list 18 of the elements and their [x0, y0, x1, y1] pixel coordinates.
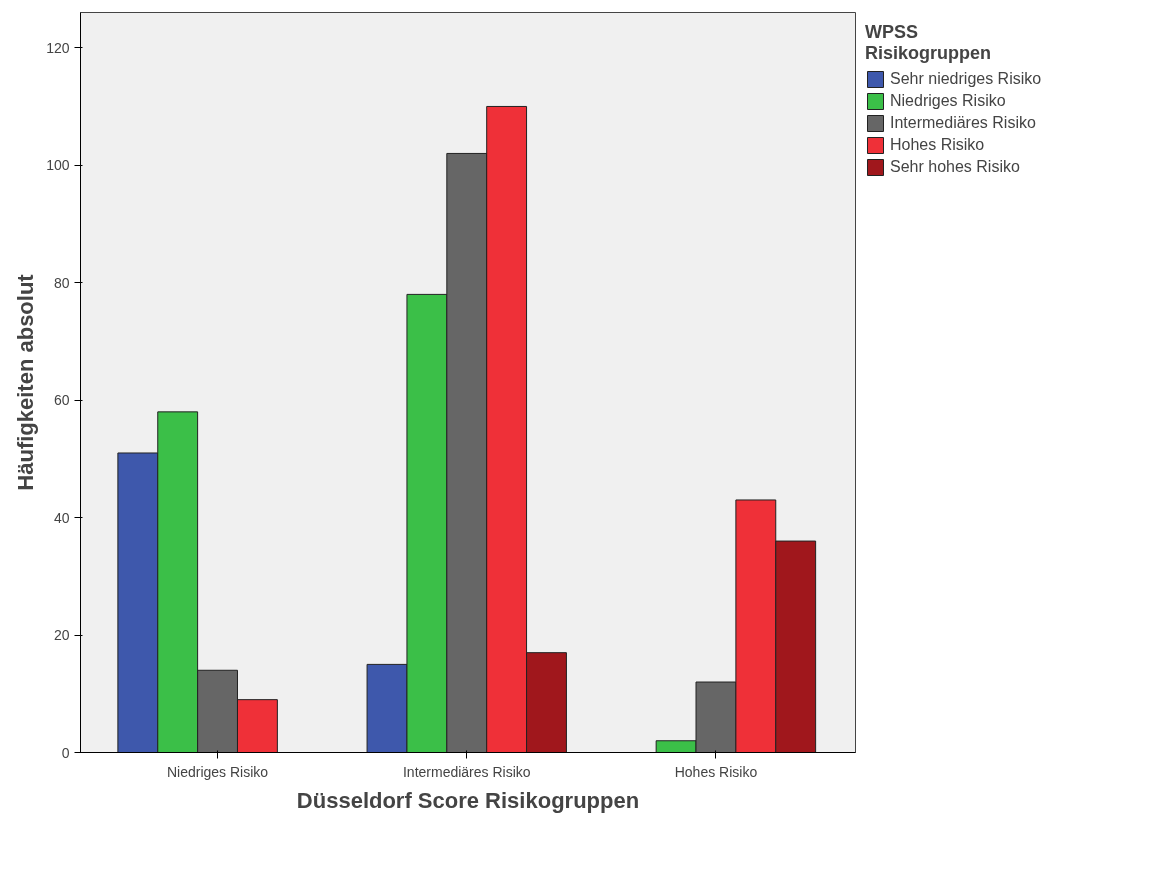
legend-label: Intermediäres Risiko [890, 114, 1036, 132]
y-tick-label: 20 [53, 627, 70, 644]
y-tick-label: 100 [46, 157, 70, 174]
y-tick-label: 120 [46, 39, 70, 56]
x-tick-label: Intermediäres Risiko [402, 763, 531, 780]
y-tick-label: 60 [53, 392, 70, 409]
legend-label: Sehr niedriges Risiko [890, 70, 1042, 88]
x-axis-title: Düsseldorf Score Risikogruppen [296, 787, 640, 813]
x-tick-label: Hohes Risiko [674, 763, 758, 780]
y-axis-title: Häufigkeiten absolut [13, 273, 39, 491]
y-tick-label: 40 [53, 509, 70, 526]
x-tick-label: Niedriges Risiko [166, 763, 269, 780]
legend-title: WPSS Risikogruppen [865, 22, 992, 64]
y-tick-label: 0 [61, 744, 70, 761]
y-tick-label: 80 [53, 274, 70, 291]
legend-label: Niedriges Risiko [890, 92, 1006, 110]
legend-label: Sehr hohes Risiko [890, 158, 1020, 176]
legend-label: Hohes Risiko [890, 136, 985, 154]
